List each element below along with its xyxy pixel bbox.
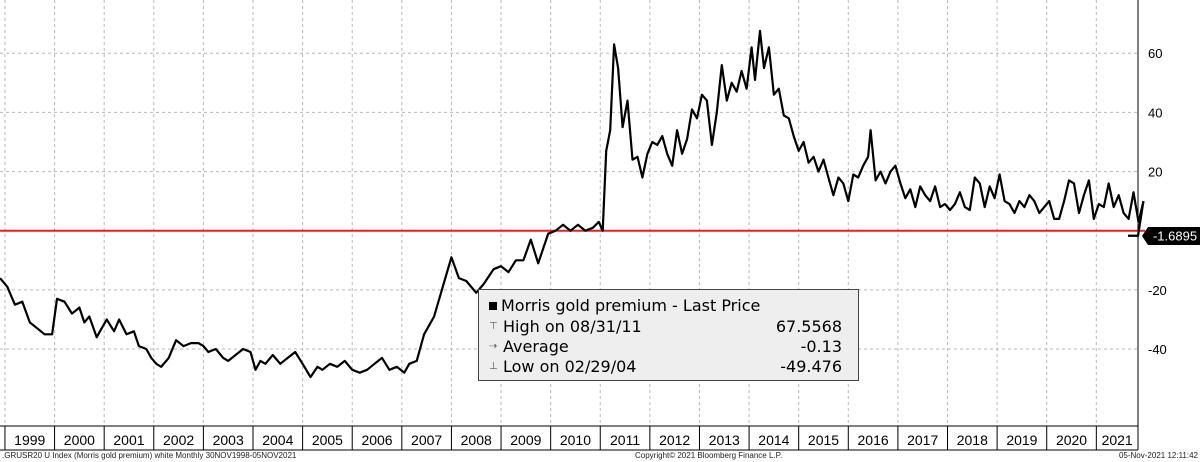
legend-box: Morris gold premium - Last Price ⊤ High … <box>478 289 859 381</box>
x-tick-label: 2019 <box>1006 432 1037 448</box>
x-tick-label: 2001 <box>113 432 144 448</box>
x-tick-label: 2020 <box>1056 432 1087 448</box>
y-tick-label: -20 <box>1148 283 1167 298</box>
y-tick-label: 60 <box>1148 46 1162 61</box>
footer-timestamp: 05-Nov-2021 12:11:42 <box>1118 451 1198 460</box>
x-tick-label: 2009 <box>510 432 541 448</box>
x-tick-label: 1999 <box>14 432 45 448</box>
x-tick-label: 2011 <box>610 432 640 448</box>
x-tick-label: 2004 <box>262 432 293 448</box>
series-line <box>0 29 1145 379</box>
grid <box>0 0 1138 423</box>
legend-low-row: ⊥ Low on 02/29/04 -49.476 <box>479 357 858 377</box>
legend-high-row: ⊤ High on 08/31/11 67.5568 <box>479 317 858 337</box>
legend-average-value: -0.13 <box>800 337 842 356</box>
x-tick-label: 2016 <box>858 432 889 448</box>
x-tick-label: 2003 <box>213 432 244 448</box>
average-marker-icon: ⇢ <box>489 341 498 352</box>
footer-copyright: Copyright© 2021 Bloomberg Finance L.P. <box>635 451 783 460</box>
x-tick-label: 2005 <box>312 432 343 448</box>
x-tick-label: 2014 <box>758 432 789 448</box>
y-tick-label: 20 <box>1148 165 1162 180</box>
axes <box>0 0 1139 451</box>
legend-high-label: High on 08/31/11 <box>503 317 642 336</box>
x-tick-label: 2021 <box>1102 432 1133 448</box>
x-tick-label: 2017 <box>907 432 938 448</box>
legend-average-row: ⇢ Average -0.13 <box>479 337 858 357</box>
legend-title: Morris gold premium - Last Price <box>501 296 761 315</box>
y-tick-label: -40 <box>1148 342 1167 357</box>
x-tick-label: 2012 <box>659 432 690 448</box>
legend-low-label: Low on 02/29/04 <box>503 357 637 376</box>
high-marker-icon: ⊤ <box>489 321 498 332</box>
legend-high-value: 67.5568 <box>775 317 842 336</box>
last-value-tag: -1.6895 <box>1142 226 1200 245</box>
last-value-label: -1.6895 <box>1153 228 1197 243</box>
x-tick-label: 2015 <box>808 432 839 448</box>
legend-average-label: Average <box>503 337 569 356</box>
x-tick-label: 2010 <box>560 432 591 448</box>
legend-title-row: Morris gold premium - Last Price <box>479 296 858 316</box>
x-tick-label: 2008 <box>461 432 492 448</box>
footer-source: .GRUSR20 U Index (Morris gold premium) w… <box>2 451 297 460</box>
x-tick-label: 2002 <box>163 432 194 448</box>
y-tick-labels: 60 40 20 -20 -40 <box>1148 46 1167 357</box>
low-marker-icon: ⊥ <box>489 361 498 372</box>
x-tick-label: 2007 <box>411 432 442 448</box>
y-tick-label: 40 <box>1148 105 1162 120</box>
x-tick-label: 2013 <box>709 432 740 448</box>
x-tick-label: 2018 <box>957 432 988 448</box>
legend-series-square-icon <box>489 302 497 310</box>
x-tick-label: 2000 <box>64 432 95 448</box>
legend-low-value: -49.476 <box>780 357 842 376</box>
x-tick-label: 2006 <box>361 432 392 448</box>
x-tick-labels: 1999 2000 2001 2002 2003 2004 2005 2006 2007 2008… <box>14 432 1133 448</box>
